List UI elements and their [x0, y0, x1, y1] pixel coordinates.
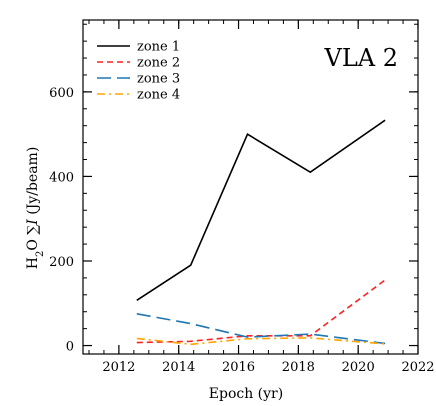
- major-ticks: [83, 20, 419, 354]
- series-line-zone-3: [136, 313, 386, 345]
- y-tick-label: 0: [66, 340, 74, 355]
- x-tick-label: 2022: [401, 360, 434, 375]
- y-tick-label: 200: [49, 255, 74, 270]
- plot-frame: [82, 19, 419, 355]
- series-line-zone-1: [136, 119, 386, 301]
- y-tick-labels: 0 200 400 600: [49, 86, 74, 355]
- series-line-zone-4: [136, 337, 386, 346]
- y-label-sum-symbol: ∑: [25, 225, 41, 235]
- x-tick-label: 2012: [102, 360, 135, 375]
- panel-label: VLA 2: [324, 44, 399, 72]
- y-label-prefix: H: [25, 257, 41, 269]
- y-tick-label: 400: [49, 170, 74, 185]
- x-tick-label: 2020: [342, 360, 375, 375]
- series-lines: [136, 119, 386, 346]
- y-axis-label: H2O ∑I (Jy/beam): [25, 147, 46, 270]
- legend-label: zone 4: [137, 88, 180, 103]
- x-tick-label: 2014: [162, 360, 195, 375]
- legend-label: zone 2: [137, 56, 180, 71]
- x-axis-label: Epoch (yr): [209, 386, 283, 402]
- series-line-zone-2: [136, 279, 386, 344]
- y-label-unit: (Jy/beam): [25, 147, 41, 219]
- x-tick-labels: 2012 2014 2016 2018 2020 2022: [102, 360, 434, 375]
- legend-label: zone 1: [137, 40, 180, 55]
- y-label-rest: O: [25, 235, 41, 251]
- x-tick-label: 2016: [222, 360, 255, 375]
- y-label-variable: I: [25, 219, 41, 226]
- x-tick-label: 2018: [282, 360, 315, 375]
- y-label-subscript: 2: [35, 251, 46, 257]
- legend-label: zone 3: [137, 72, 180, 87]
- y-tick-label: 600: [49, 86, 74, 101]
